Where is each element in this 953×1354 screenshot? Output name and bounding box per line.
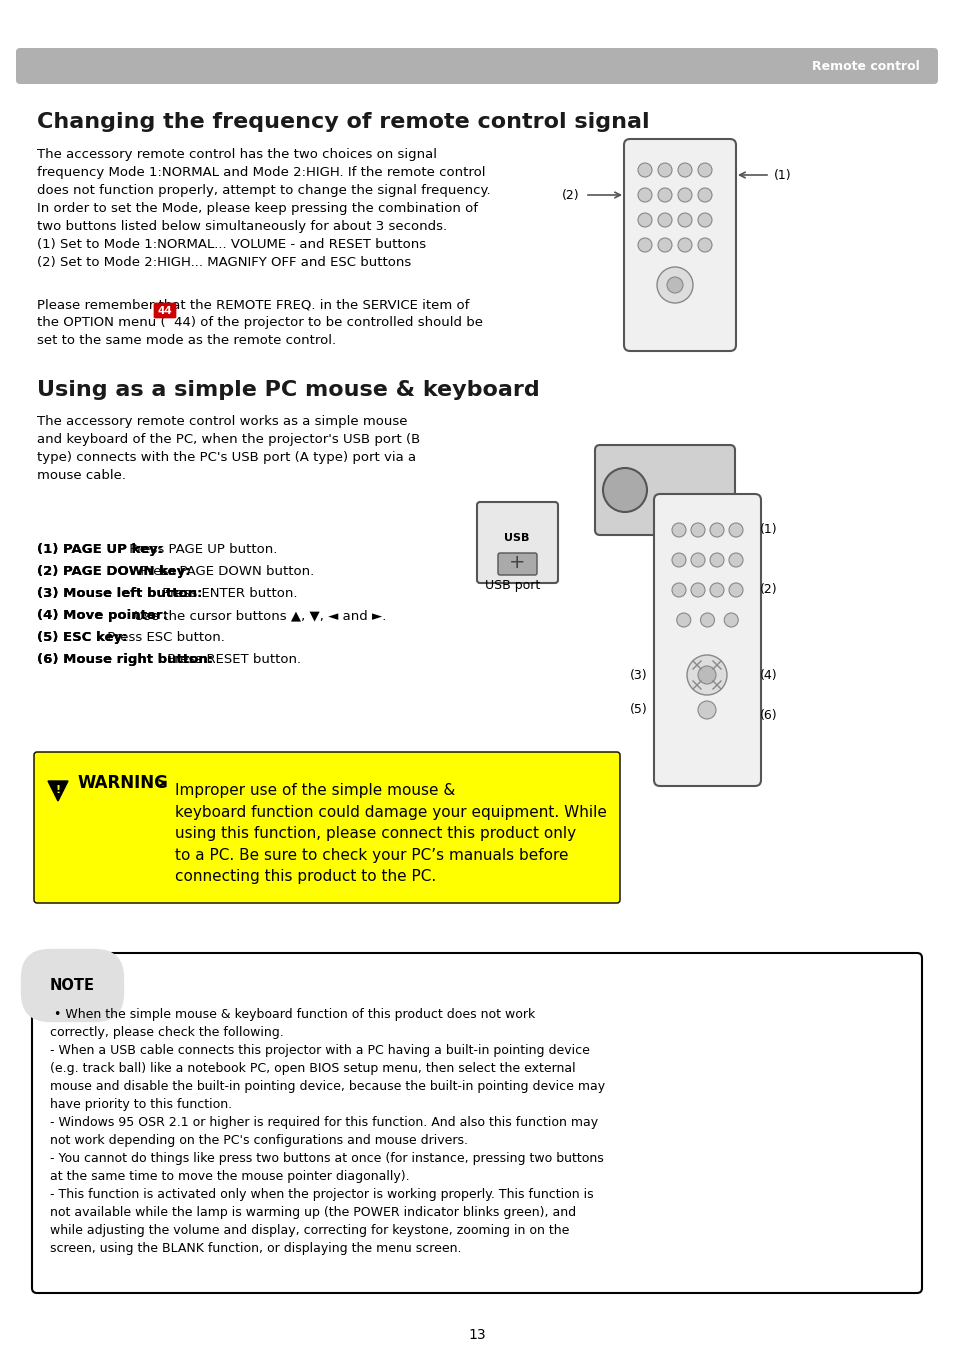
Circle shape xyxy=(728,584,742,597)
Circle shape xyxy=(658,238,671,252)
Text: (4) Move pointer:: (4) Move pointer: xyxy=(37,609,168,621)
Circle shape xyxy=(698,213,711,227)
Text: (3) Mouse left button:: (3) Mouse left button: xyxy=(37,588,202,600)
Text: (6) Mouse right button:: (6) Mouse right button: xyxy=(37,653,213,666)
Text: NOTE: NOTE xyxy=(50,978,95,992)
Circle shape xyxy=(666,278,682,292)
Text: The accessory remote control has the two choices on signal
frequency Mode 1:NORM: The accessory remote control has the two… xyxy=(37,148,490,269)
Text: Use the cursor buttons ▲, ▼, ◄ and ►.: Use the cursor buttons ▲, ▼, ◄ and ►. xyxy=(131,609,387,621)
Text: (4): (4) xyxy=(760,669,777,681)
Circle shape xyxy=(638,162,651,177)
Text: (3) Mouse left button:: (3) Mouse left button: xyxy=(37,588,202,600)
Circle shape xyxy=(671,584,685,597)
Text: WARNING: WARNING xyxy=(78,774,169,792)
Text: Changing the frequency of remote control signal: Changing the frequency of remote control… xyxy=(37,112,649,131)
Text: (1): (1) xyxy=(773,168,791,181)
Text: Using as a simple PC mouse & keyboard: Using as a simple PC mouse & keyboard xyxy=(37,380,539,399)
Circle shape xyxy=(690,552,704,567)
Circle shape xyxy=(638,238,651,252)
Circle shape xyxy=(723,613,738,627)
Text: +: + xyxy=(508,554,525,573)
Circle shape xyxy=(658,213,671,227)
Text: (4) Move pointer:: (4) Move pointer: xyxy=(37,609,168,621)
Circle shape xyxy=(678,162,691,177)
Text: (5) ESC key:: (5) ESC key: xyxy=(37,631,128,645)
Text: (5) ESC key:: (5) ESC key: xyxy=(37,631,128,645)
Circle shape xyxy=(690,523,704,538)
Circle shape xyxy=(690,584,704,597)
FancyBboxPatch shape xyxy=(16,47,937,84)
FancyBboxPatch shape xyxy=(153,303,175,318)
Text: (2) PAGE DOWN key:: (2) PAGE DOWN key: xyxy=(37,565,191,578)
Text: !: ! xyxy=(55,785,60,795)
Circle shape xyxy=(676,613,690,627)
Text: The accessory remote control works as a simple mouse
and keyboard of the PC, whe: The accessory remote control works as a … xyxy=(37,414,420,482)
Text: (2): (2) xyxy=(561,188,579,202)
Text: Improper use of the simple mouse &
keyboard function could damage your equipment: Improper use of the simple mouse & keybo… xyxy=(174,783,606,884)
Circle shape xyxy=(709,523,723,538)
Circle shape xyxy=(700,613,714,627)
Circle shape xyxy=(709,584,723,597)
Circle shape xyxy=(658,162,671,177)
Circle shape xyxy=(657,267,692,303)
Text: 44: 44 xyxy=(157,306,172,315)
Text: (2): (2) xyxy=(760,584,777,597)
Text: Press PAGE DOWN button.: Press PAGE DOWN button. xyxy=(136,565,314,578)
Circle shape xyxy=(678,213,691,227)
Circle shape xyxy=(678,188,691,202)
Circle shape xyxy=(658,188,671,202)
Circle shape xyxy=(698,238,711,252)
Circle shape xyxy=(728,523,742,538)
Text: Press PAGE UP button.: Press PAGE UP button. xyxy=(125,543,277,556)
Circle shape xyxy=(671,552,685,567)
Text: (3): (3) xyxy=(629,669,647,681)
Circle shape xyxy=(698,162,711,177)
Text: 13: 13 xyxy=(468,1328,485,1342)
Text: (2) PAGE DOWN key:: (2) PAGE DOWN key: xyxy=(37,565,191,578)
Text: (1): (1) xyxy=(760,524,777,536)
Circle shape xyxy=(709,552,723,567)
Text: USB: USB xyxy=(504,533,529,543)
Circle shape xyxy=(698,701,716,719)
Circle shape xyxy=(638,213,651,227)
Circle shape xyxy=(638,188,651,202)
Polygon shape xyxy=(48,781,68,802)
Circle shape xyxy=(698,188,711,202)
Circle shape xyxy=(698,666,716,684)
Text: Please remember that the REMOTE FREQ. in the SERVICE item of
the OPTION menu (  : Please remember that the REMOTE FREQ. in… xyxy=(37,298,482,347)
FancyBboxPatch shape xyxy=(497,552,537,575)
FancyBboxPatch shape xyxy=(32,953,921,1293)
Text: Remote control: Remote control xyxy=(811,60,919,73)
Text: (1) PAGE UP key:: (1) PAGE UP key: xyxy=(37,543,163,556)
Text: • When the simple mouse & keyboard function of this product does not work
correc: • When the simple mouse & keyboard funct… xyxy=(50,1007,604,1255)
Text: (5): (5) xyxy=(629,704,647,716)
FancyBboxPatch shape xyxy=(623,139,735,351)
Circle shape xyxy=(602,468,646,512)
FancyBboxPatch shape xyxy=(34,751,619,903)
Text: Press ESC button.: Press ESC button. xyxy=(103,631,225,645)
FancyBboxPatch shape xyxy=(595,445,734,535)
Text: (6): (6) xyxy=(760,708,777,722)
Circle shape xyxy=(678,238,691,252)
FancyBboxPatch shape xyxy=(476,502,558,584)
Circle shape xyxy=(671,523,685,538)
Circle shape xyxy=(728,552,742,567)
Text: (6) Mouse right button:: (6) Mouse right button: xyxy=(37,653,213,666)
Text: Press RESET button.: Press RESET button. xyxy=(163,653,301,666)
Text: Press ENTER button.: Press ENTER button. xyxy=(158,588,297,600)
Text: USB port: USB port xyxy=(484,578,539,592)
Text: (1) PAGE UP key:: (1) PAGE UP key: xyxy=(37,543,163,556)
Circle shape xyxy=(686,655,726,695)
FancyBboxPatch shape xyxy=(654,494,760,787)
